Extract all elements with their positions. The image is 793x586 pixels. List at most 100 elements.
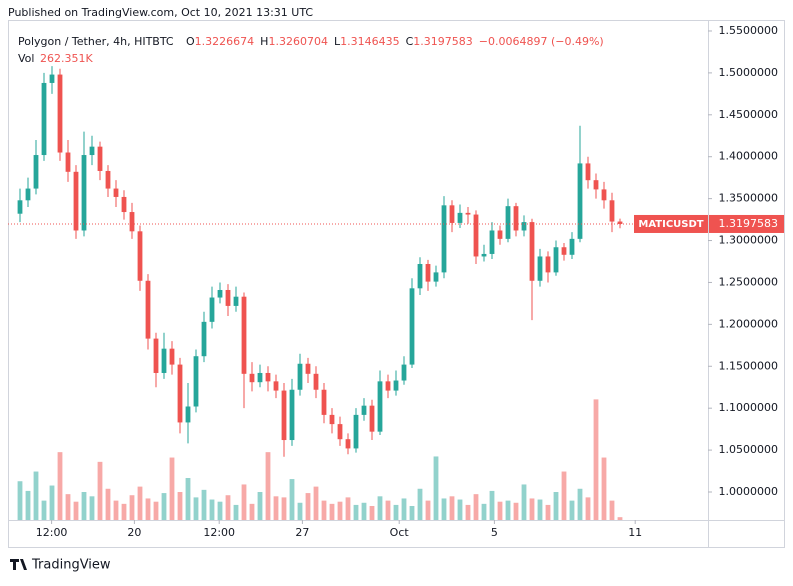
candle-body — [297, 363, 303, 390]
volume-bar — [273, 496, 279, 520]
volume-bar — [417, 488, 423, 520]
volume-bar — [569, 500, 575, 520]
volume-bar — [585, 497, 591, 520]
ohlc-value: 1.3226674 — [195, 35, 255, 48]
candle-body — [121, 196, 127, 213]
change: −0.0064897 (−0.49%) — [479, 35, 604, 48]
candle-body — [321, 389, 327, 415]
candle-body — [497, 230, 503, 239]
volume-bar — [433, 456, 439, 520]
footer-logo: TradingView — [10, 558, 111, 573]
candle-body — [617, 221, 623, 224]
candle-body — [473, 214, 479, 257]
ohlc-label: C — [406, 35, 414, 48]
volume-bar — [425, 500, 431, 520]
candle-body — [233, 296, 239, 306]
candle-body — [553, 247, 559, 273]
candle-body — [465, 212, 471, 215]
candle-body — [377, 381, 383, 432]
volume-bar — [25, 490, 31, 520]
volume-bar — [473, 494, 479, 520]
volume-bar — [305, 493, 311, 520]
x-tick-label: Oct — [390, 526, 410, 539]
volume-bar — [97, 461, 103, 520]
candle-body — [265, 372, 271, 382]
frame — [8, 20, 785, 548]
volume-bar — [33, 471, 39, 520]
volume-bar — [161, 493, 167, 520]
volume-bar — [593, 399, 599, 520]
volume-bar — [73, 501, 79, 520]
candle-body — [273, 381, 279, 391]
volume-bar — [561, 471, 567, 520]
ohlc-value: 1.3146435 — [340, 35, 400, 48]
y-tick-label: 1.3000000 — [719, 234, 779, 247]
candle-body — [169, 348, 175, 365]
candle-body — [289, 389, 295, 441]
volume-bar — [313, 486, 319, 520]
x-tick-label: 27 — [295, 526, 309, 539]
price-tag-box — [634, 214, 708, 233]
volume-bar — [545, 504, 551, 520]
candle-body — [153, 338, 159, 373]
candle-body — [193, 356, 199, 407]
volume-bar — [329, 503, 335, 520]
x-tick-label: 5 — [491, 526, 498, 539]
price-tag: MATICUSDT — [638, 219, 703, 230]
candle-body — [601, 189, 607, 201]
x-tick-label: 11 — [628, 526, 642, 539]
footer-brand: TradingView — [31, 558, 111, 573]
candle-body — [209, 297, 215, 322]
x-tick-label: 12:00 — [36, 526, 68, 539]
candle-body — [409, 288, 415, 365]
candle-body — [105, 170, 111, 189]
y-tick-label: 1.3500000 — [719, 192, 779, 205]
volume-bar — [577, 488, 583, 520]
volume-bar — [209, 499, 215, 520]
candle-body — [561, 247, 567, 255]
candle-body — [529, 222, 535, 281]
volume-bar — [217, 501, 223, 520]
volume-bar — [497, 501, 503, 520]
candle-body — [89, 146, 95, 156]
candle-body — [593, 180, 599, 190]
candle-body — [41, 82, 47, 156]
volume-bar — [321, 500, 327, 520]
candle-body — [569, 238, 575, 255]
volume-bar — [377, 496, 383, 520]
volume-bar — [65, 494, 71, 520]
y-tick-label: 1.0000000 — [719, 485, 779, 498]
x-tick-label: 20 — [127, 526, 141, 539]
volume-bar — [49, 485, 55, 520]
candle-body — [33, 155, 39, 189]
volume-bar — [57, 452, 63, 520]
volume-bar — [337, 501, 343, 520]
candle-body — [305, 363, 311, 374]
candle-body — [513, 206, 519, 231]
candle-body — [433, 272, 439, 282]
published-note: Published on TradingView.com, Oct 10, 20… — [8, 6, 313, 19]
volume-bar — [409, 506, 415, 520]
ohlc-value: 1.3260704 — [268, 35, 328, 48]
candle-body — [489, 230, 495, 254]
candle-body — [313, 373, 319, 390]
volume-bar — [89, 496, 95, 520]
candle-body — [401, 364, 407, 381]
symbol-title: Polygon / Tether, 4h, HITBTC — [18, 35, 174, 48]
volume-bar — [121, 503, 127, 520]
candle-body — [145, 280, 151, 339]
volume-bar — [441, 498, 447, 520]
ohlc-line: O1.3226674 H1.3260704 L1.3146435 C1.3197583… — [186, 35, 604, 48]
candle-body — [457, 212, 463, 223]
volume-bar — [241, 484, 247, 520]
volume-bar — [169, 457, 175, 520]
logo-mark — [10, 559, 27, 570]
candle-body — [185, 406, 191, 423]
y-tick-label: 1.5500000 — [719, 24, 779, 37]
candle-body — [353, 414, 359, 449]
y-tick-label: 1.4000000 — [719, 150, 779, 163]
volume-bar — [505, 500, 511, 520]
last-price-box — [709, 214, 784, 233]
volume-bar — [369, 506, 375, 520]
volume-bar — [481, 503, 487, 520]
